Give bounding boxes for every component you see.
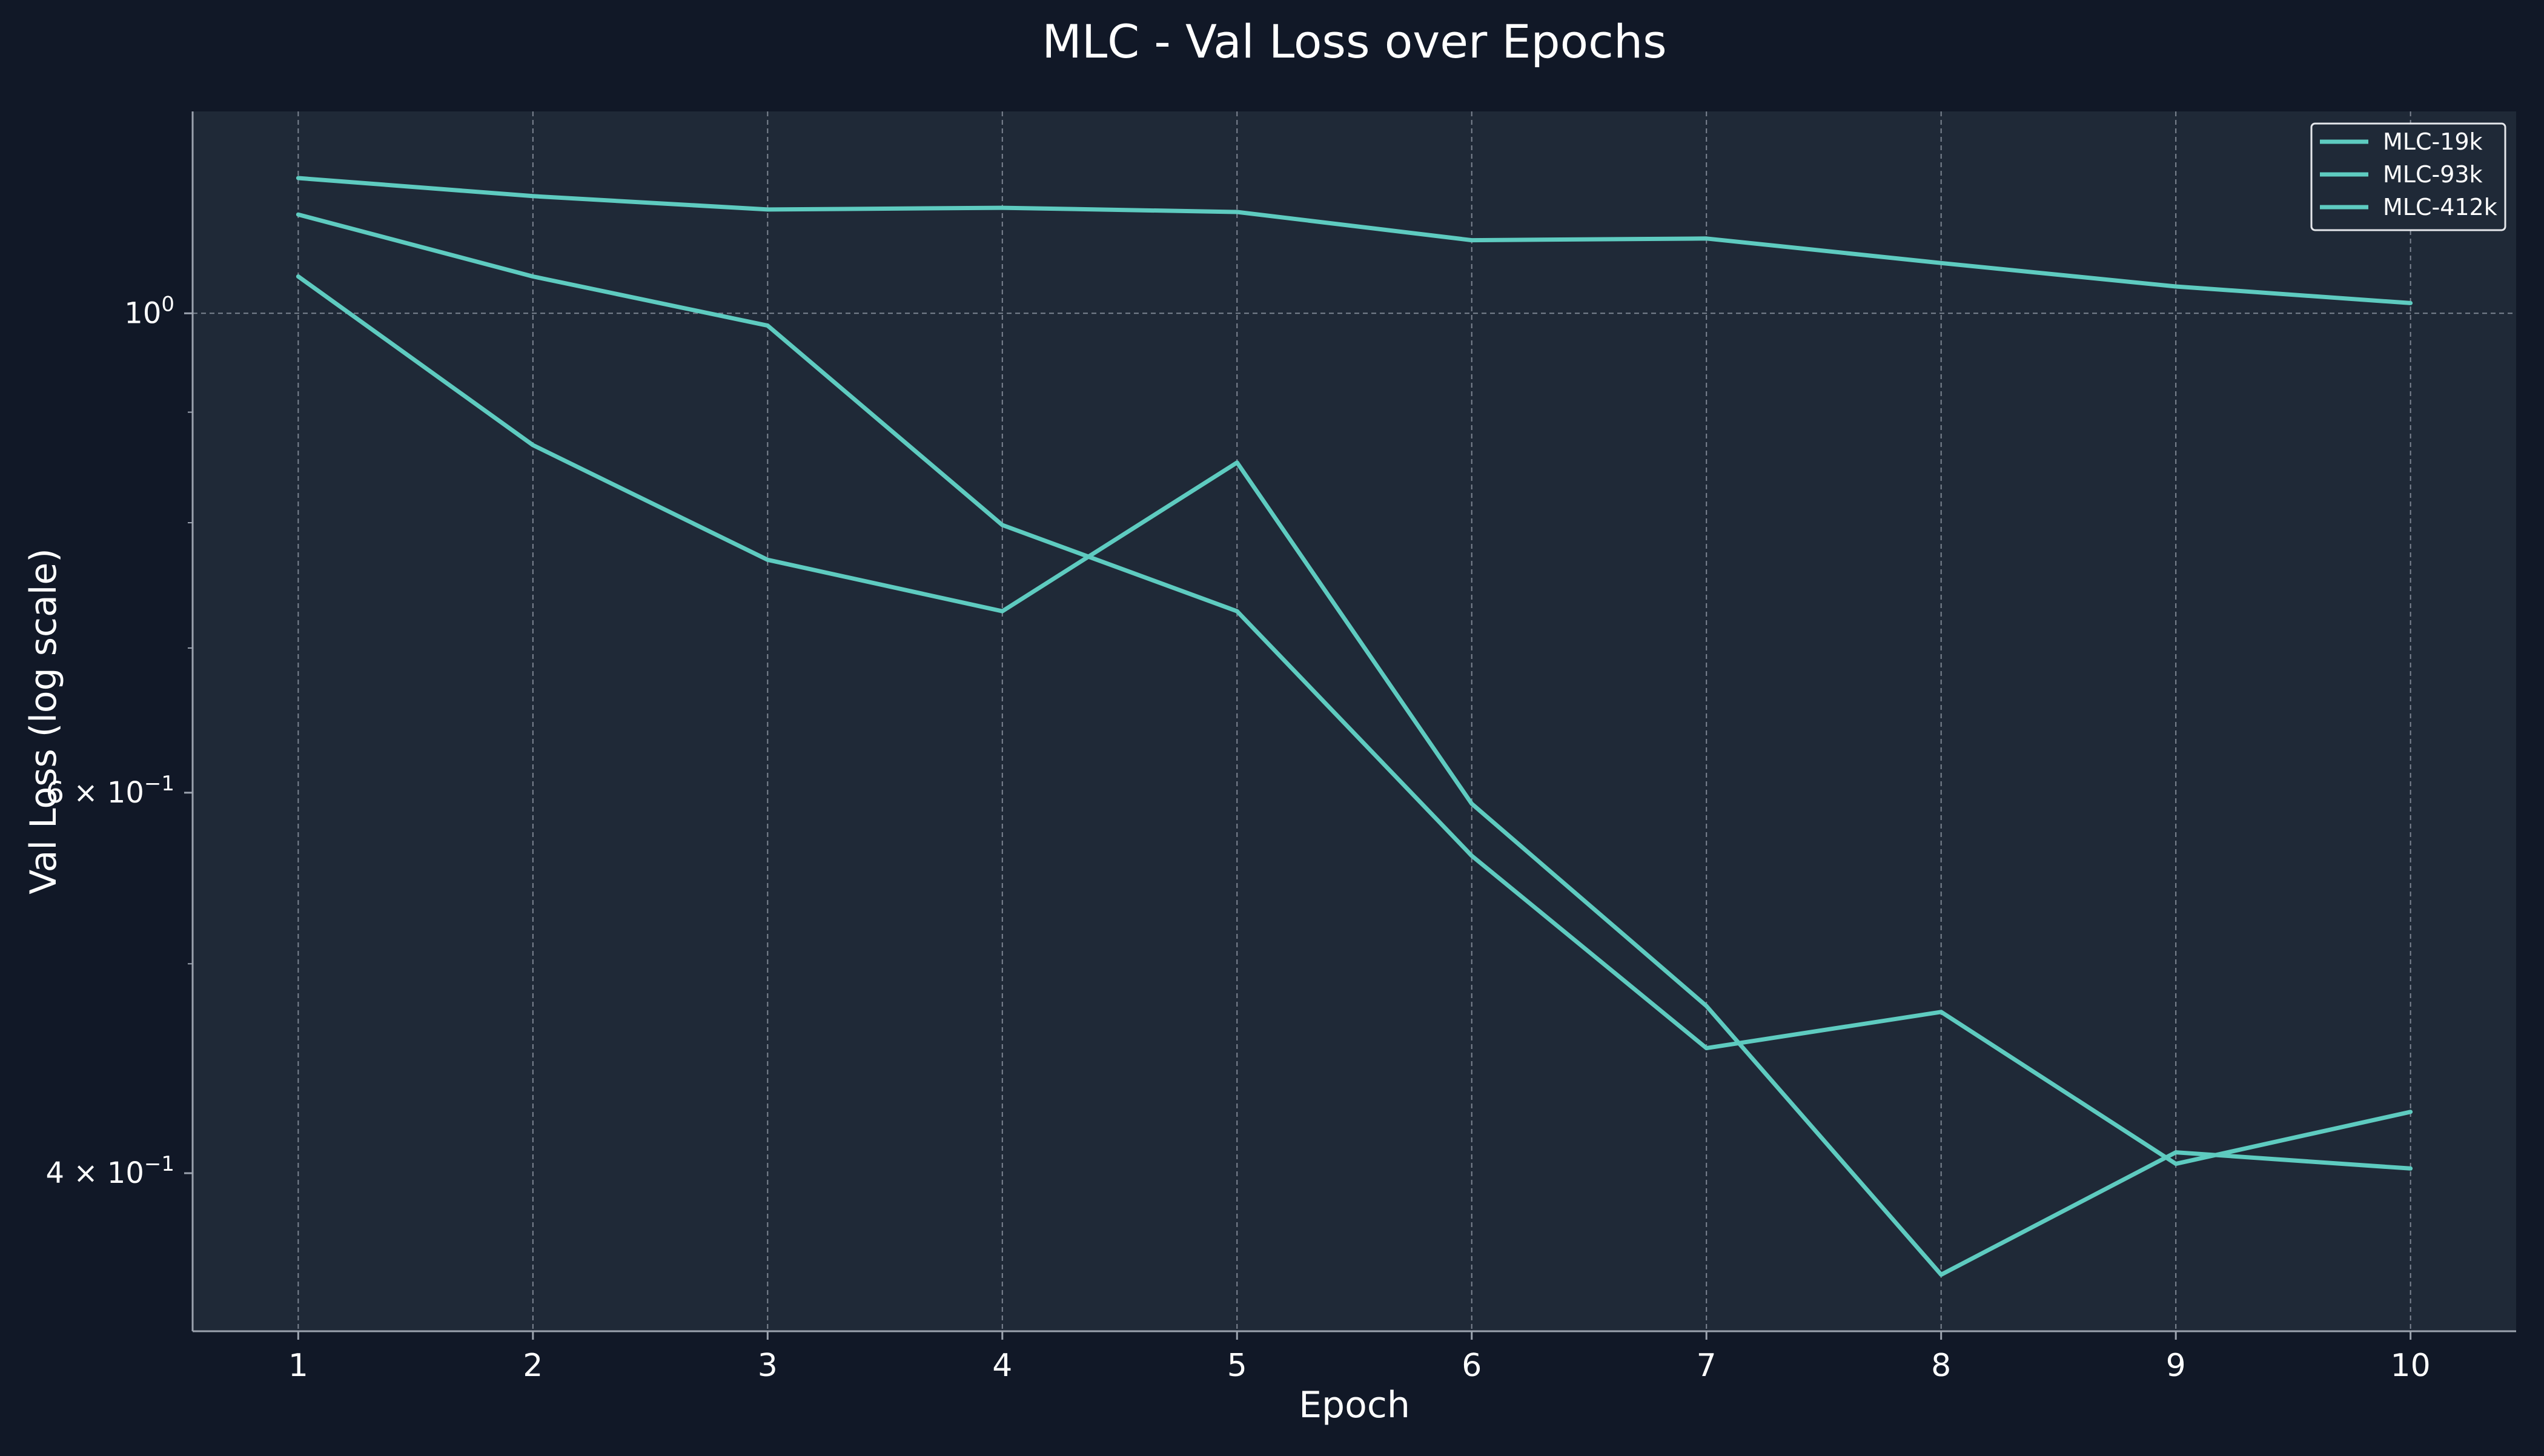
legend-label: MLC-93k [2383,161,2483,188]
x-tick-label: 10 [2391,1348,2431,1384]
x-tick-label: 3 [758,1348,778,1384]
x-tick-label: 4 [992,1348,1012,1384]
series-line-mlc-93k [296,212,2413,1166]
plot-area [193,111,2516,1331]
series-line-mlc-412k [296,274,2413,1277]
chart-title: MLC - Val Loss over Epochs [1042,15,1666,68]
x-tick-labels: 1 2 3 4 5 6 7 8 9 10 [288,1348,2431,1384]
legend-box [2310,122,2506,231]
legend-label: MLC-19k [2383,128,2483,155]
legend: MLC-19k MLC-93k MLC-412k [2310,122,2506,231]
y-tick-label: 6 × 10−1 [46,772,174,810]
x-axis-label: Epoch [1299,1384,1410,1426]
axes [184,111,2516,1340]
series-lines [296,176,2413,1277]
x-tick-label: 5 [1227,1348,1247,1384]
y-axis-label: Val Loss (log scale) [22,548,65,895]
x-tick-label: 6 [1462,1348,1482,1384]
y-tick-labels: 100 6 × 10−1 4 × 10−1 [46,292,174,1190]
series-line-mlc-19k [296,176,2413,305]
x-tick-label: 8 [1931,1348,1951,1384]
legend-label: MLC-412k [2383,194,2497,220]
x-tick-label: 7 [1697,1348,1717,1384]
y-tick-label: 100 [124,292,174,330]
y-tick-label: 4 × 10−1 [46,1152,174,1190]
x-tick-label: 1 [288,1348,308,1384]
x-tick-label: 9 [2166,1348,2186,1384]
gridlines [193,111,2516,1331]
x-tick-label: 2 [523,1348,543,1384]
